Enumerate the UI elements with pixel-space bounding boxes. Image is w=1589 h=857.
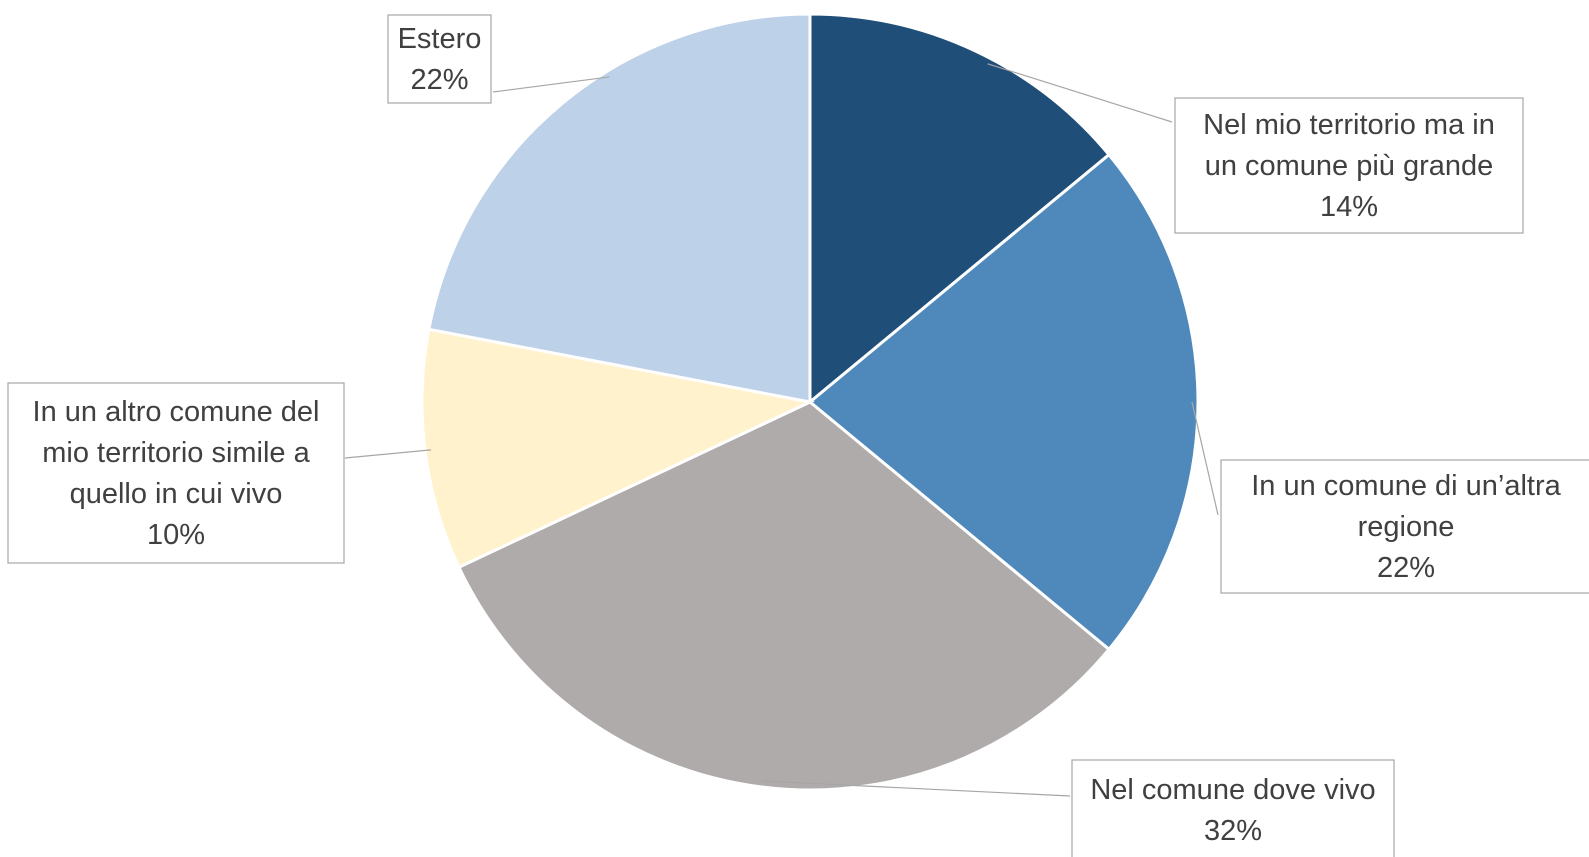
- data-label-value: 22%: [410, 64, 468, 96]
- data-label-category: Nel comune dove vivo: [1090, 774, 1375, 806]
- leader-line: [762, 780, 1071, 797]
- data-label-category: Estero: [398, 23, 482, 55]
- leader-line: [344, 449, 432, 459]
- data-label-category: In un altro comune del: [33, 396, 320, 428]
- data-label-category: quello in cui vivo: [70, 478, 283, 510]
- data-label-value: 14%: [1320, 191, 1378, 223]
- pie-slice: [427, 12, 812, 404]
- leader-line: [1191, 401, 1219, 516]
- data-label-box: [1174, 97, 1524, 234]
- leader-line: [492, 76, 610, 93]
- leader-lines: [344, 63, 1219, 797]
- data-labels: Nel mio territorio ma in un comune più gr…: [7, 14, 1589, 857]
- data-label-box: [1220, 459, 1589, 594]
- data-label-box: [387, 14, 492, 104]
- data-label-box: [1071, 759, 1395, 857]
- data-label-category: un comune più grande: [1205, 150, 1494, 182]
- leader-line: [987, 63, 1173, 123]
- data-label-value: 10%: [147, 519, 205, 551]
- pie-slices: [420, 12, 1200, 792]
- pie-slice: [807, 152, 1200, 652]
- data-label-category: regione: [1358, 511, 1455, 543]
- pie-slice: [456, 400, 1112, 792]
- data-label-box: [7, 382, 345, 564]
- data-label-value: 22%: [1377, 552, 1435, 584]
- data-label-value: 32%: [1204, 815, 1262, 847]
- data-label-category: In un comune di un’altra: [1251, 470, 1561, 502]
- data-label-category: mio territorio simile a: [42, 437, 310, 469]
- data-label-category: Nel mio territorio ma in: [1203, 109, 1495, 141]
- pie-slice: [808, 12, 1112, 406]
